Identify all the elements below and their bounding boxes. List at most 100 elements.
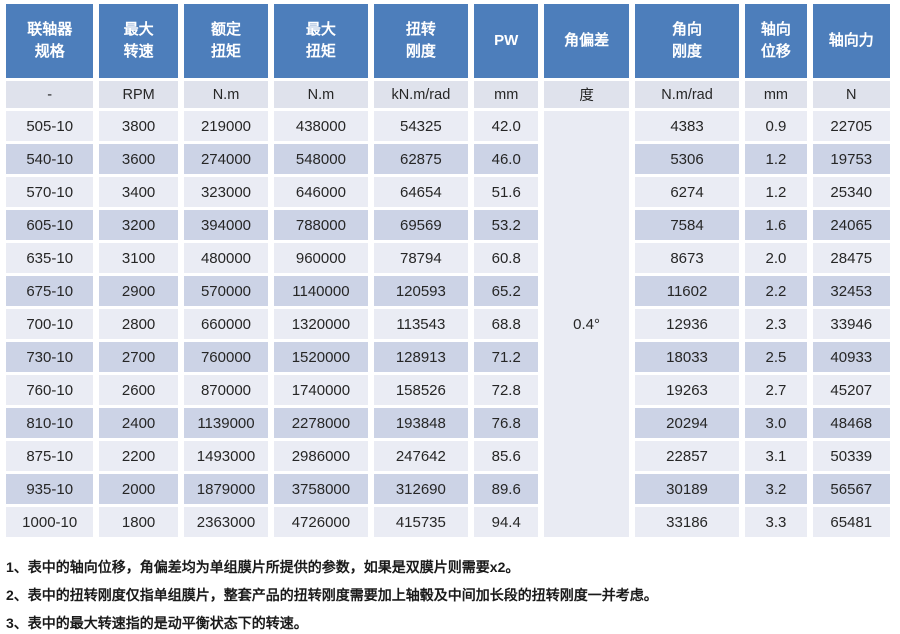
cell-model: 505-10 [6,111,94,141]
cell-angular-stiffness: 20294 [634,408,740,438]
cell-model: 675-10 [6,276,94,306]
cell-pw: 51.6 [474,177,539,207]
header-angular-deviation: 角偏差 [544,4,629,78]
cell-max-torque: 1320000 [274,309,368,339]
cell-max-torque: 548000 [274,144,368,174]
cell-angular-stiffness: 12936 [634,309,740,339]
cell-axial-displacement: 2.2 [745,276,807,306]
cell-rated-torque: 1139000 [183,408,269,438]
header-axial-force: 轴向力 [812,4,890,78]
cell-rated-torque: 2363000 [183,507,269,537]
cell-max-speed: 2200 [99,441,178,471]
unit-model: - [6,81,94,108]
header-angular-stiffness: 角向 刚度 [634,4,740,78]
table-row: 810-10 2400 1139000 2278000 193848 76.8 … [6,408,890,438]
footnote-1: 1、表中的轴向位移，角偏差均为单组膜片所提供的参数，如果是双膜片则需要x2。 [6,559,520,575]
cell-axial-displacement: 2.7 [745,375,807,405]
cell-angular-stiffness: 4383 [634,111,740,141]
cell-pw: 65.2 [474,276,539,306]
cell-max-torque: 438000 [274,111,368,141]
cell-max-speed: 3200 [99,210,178,240]
cell-axial-force: 45207 [812,375,890,405]
cell-max-speed: 3400 [99,177,178,207]
cell-axial-force: 25340 [812,177,890,207]
unit-axial-displacement: mm [745,81,807,108]
cell-angular-stiffness: 33186 [634,507,740,537]
cell-pw: 76.8 [474,408,539,438]
cell-model: 730-10 [6,342,94,372]
footnote-3: 3、表中的最大转速指的是动平衡状态下的转速。 [6,615,308,631]
cell-torsional-stiffness: 247642 [373,441,469,471]
table-header-row: 联轴器 规格 最大 转速 额定 扭矩 最大 扭矩 扭转 刚度 PW 角偏差 角向… [6,4,890,78]
cell-torsional-stiffness: 128913 [373,342,469,372]
header-max-speed: 最大 转速 [99,4,178,78]
cell-pw: 72.8 [474,375,539,405]
cell-torsional-stiffness: 193848 [373,408,469,438]
cell-max-torque: 1740000 [274,375,368,405]
cell-model: 935-10 [6,474,94,504]
cell-model: 700-10 [6,309,94,339]
cell-angular-stiffness: 19263 [634,375,740,405]
cell-model: 810-10 [6,408,94,438]
table-row: 570-10 3400 323000 646000 64654 51.6 627… [6,177,890,207]
unit-max-torque: N.m [274,81,368,108]
cell-axial-force: 65481 [812,507,890,537]
table-row: 875-10 2200 1493000 2986000 247642 85.6 … [6,441,890,471]
cell-axial-displacement: 0.9 [745,111,807,141]
table-row: 635-10 3100 480000 960000 78794 60.8 867… [6,243,890,273]
cell-model: 635-10 [6,243,94,273]
cell-rated-torque: 219000 [183,111,269,141]
header-torsional-stiffness: 扭转 刚度 [373,4,469,78]
table-row: 760-10 2600 870000 1740000 158526 72.8 1… [6,375,890,405]
cell-rated-torque: 394000 [183,210,269,240]
cell-rated-torque: 274000 [183,144,269,174]
cell-max-torque: 3758000 [274,474,368,504]
cell-axial-displacement: 2.0 [745,243,807,273]
cell-max-speed: 2900 [99,276,178,306]
cell-axial-force: 40933 [812,342,890,372]
cell-axial-displacement: 3.3 [745,507,807,537]
cell-axial-displacement: 1.6 [745,210,807,240]
cell-max-speed: 1800 [99,507,178,537]
cell-rated-torque: 570000 [183,276,269,306]
cell-angular-stiffness: 30189 [634,474,740,504]
cell-pw: 42.0 [474,111,539,141]
cell-axial-displacement: 1.2 [745,144,807,174]
cell-model: 605-10 [6,210,94,240]
cell-pw: 60.8 [474,243,539,273]
cell-pw: 85.6 [474,441,539,471]
cell-torsional-stiffness: 64654 [373,177,469,207]
cell-axial-force: 32453 [812,276,890,306]
cell-axial-displacement: 1.2 [745,177,807,207]
cell-pw: 53.2 [474,210,539,240]
footnote-2: 2、表中的扭转刚度仅指单组膜片，整套产品的扭转刚度需要加上轴毂及中间加长段的扭转… [6,587,658,603]
cell-max-torque: 960000 [274,243,368,273]
footnotes: 1、表中的轴向位移，角偏差均为单组膜片所提供的参数，如果是双膜片则需要x2。 2… [6,553,900,634]
table-row: 505-10 3800 219000 438000 54325 42.0 0.4… [6,111,890,537]
angular-deviation-merged-cell: 0.4° [544,111,629,537]
cell-axial-force: 19753 [812,144,890,174]
cell-axial-force: 48468 [812,408,890,438]
cell-model: 875-10 [6,441,94,471]
table-units-row: - RPM N.m N.m kN.m/rad mm 度 N.m/rad mm N [6,81,890,108]
unit-pw: mm [474,81,539,108]
cell-torsional-stiffness: 78794 [373,243,469,273]
cell-rated-torque: 323000 [183,177,269,207]
cell-max-torque: 1520000 [274,342,368,372]
cell-model: 540-10 [6,144,94,174]
cell-angular-stiffness: 5306 [634,144,740,174]
cell-angular-stiffness: 18033 [634,342,740,372]
cell-torsional-stiffness: 113543 [373,309,469,339]
cell-pw: 94.4 [474,507,539,537]
cell-axial-force: 28475 [812,243,890,273]
cell-max-speed: 3600 [99,144,178,174]
cell-model: 1000-10 [6,507,94,537]
unit-axial-force: N [812,81,890,108]
cell-pw: 68.8 [474,309,539,339]
cell-axial-displacement: 3.1 [745,441,807,471]
unit-angular-deviation: 度 [544,81,629,108]
table-row: 730-10 2700 760000 1520000 128913 71.2 1… [6,342,890,372]
cell-rated-torque: 660000 [183,309,269,339]
table-row: 935-10 2000 1879000 3758000 312690 89.6 … [6,474,890,504]
cell-axial-displacement: 2.3 [745,309,807,339]
